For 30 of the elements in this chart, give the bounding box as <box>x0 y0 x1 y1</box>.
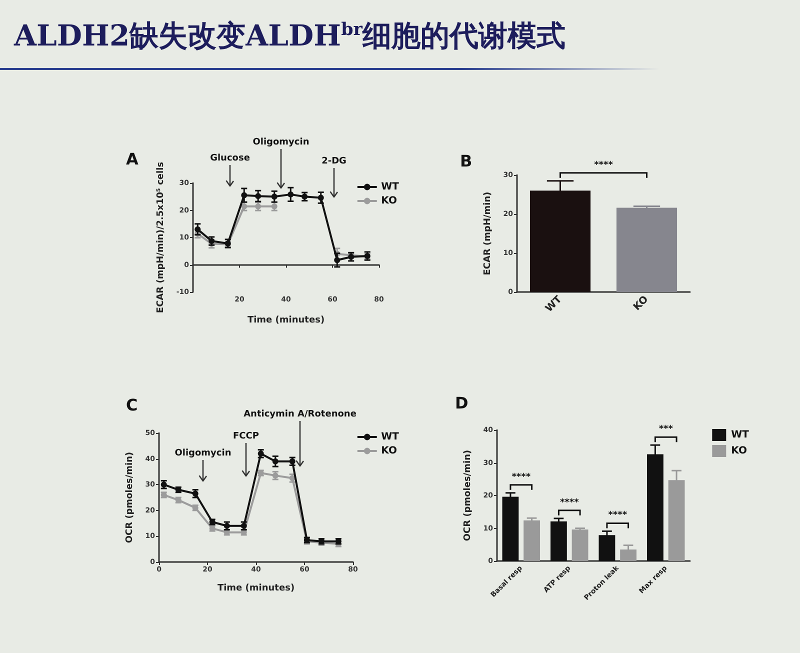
chart-title: A <box>126 150 139 168</box>
y-axis-title: ECAR (mpH/min) <box>482 192 493 276</box>
legend-label: WT <box>381 432 400 442</box>
y-axis-title: ECAR (mpH/min)/2.5x10⁵ cells <box>156 162 166 314</box>
legend-label: WT <box>381 182 400 192</box>
text: **** <box>594 160 614 170</box>
y-axis-title: OCR (pmoles/min) <box>124 452 135 544</box>
x-axis-title: Time (minutes) <box>247 316 325 326</box>
annotation: **** <box>560 498 580 508</box>
annotation: *** <box>658 424 674 435</box>
annotation: FCCP <box>233 432 260 442</box>
text: ALDH2缺失改变ALDH$^{br}$细胞的代谢模式 <box>14 18 566 54</box>
text: Glucose <box>210 154 250 164</box>
text: Oligomycin <box>252 138 310 148</box>
legend-label: KO <box>731 446 747 456</box>
legend-label: KO <box>381 196 397 206</box>
annotation: **** <box>512 472 531 482</box>
chart-title: C <box>126 396 138 414</box>
legend-label: WT <box>731 430 750 440</box>
annotation: Oligomycin <box>174 448 232 458</box>
text: 2-DG <box>322 156 346 166</box>
x-axis-title: Time (minutes) <box>217 584 295 594</box>
y-axis-title: OCR (pmoles/min) <box>462 450 473 542</box>
x-tick-label: WT <box>544 294 564 314</box>
x-tick-label: KO <box>632 294 651 314</box>
annotation: **** <box>608 510 628 521</box>
chart-title: B <box>460 152 472 170</box>
text: Anticymin A/Rotenone <box>244 410 356 420</box>
legend-label: KO <box>381 446 397 456</box>
chart-title: D <box>455 394 468 412</box>
